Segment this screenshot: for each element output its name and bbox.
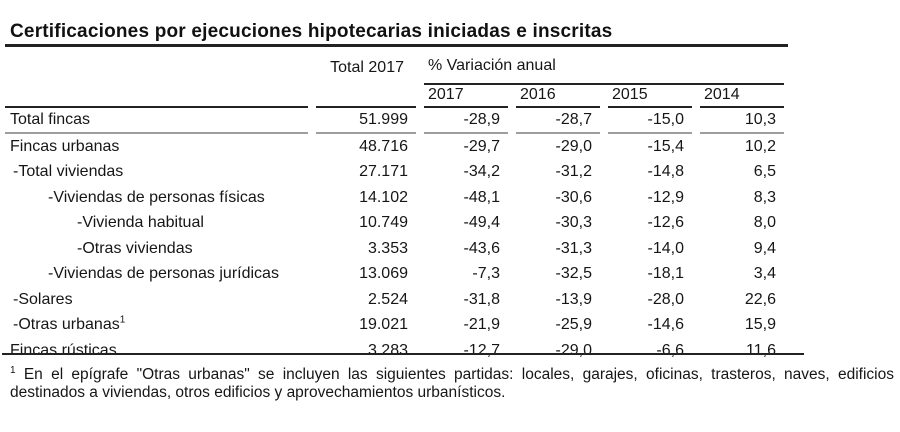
row-value: -12,7	[463, 341, 500, 359]
row-value: -21,9	[463, 316, 500, 334]
row-value: -31,2	[555, 163, 592, 181]
row-label: Fincas rústicas	[10, 341, 117, 359]
table-row-otras-urbanas: -Otras urbanas1 19.021 -21,9 -25,9 -14,6…	[5, 313, 784, 339]
page-title: Certificaciones por ejecuciones hipoteca…	[10, 21, 613, 42]
row-value: 6,5	[753, 163, 776, 181]
row-value: -43,6	[463, 239, 500, 257]
row-total: 2.524	[367, 290, 408, 308]
row-value: -12,6	[647, 214, 684, 232]
row-label: -Total viviendas	[13, 163, 124, 181]
row-total: 48.716	[359, 137, 408, 155]
row-value: -7,3	[472, 265, 500, 283]
row-value: -30,6	[555, 188, 592, 206]
row-value: -29,0	[555, 341, 592, 359]
row-total: 14.102	[359, 188, 408, 206]
table-row-otras-viviendas: -Otras viviendas 3.353 -43,6 -31,3 -14,0…	[5, 236, 784, 262]
header-row-groups: Total 2017 % Variación anual	[5, 51, 784, 85]
row-value: -13,9	[555, 290, 592, 308]
row-total: 51.999	[316, 108, 416, 134]
table-row-fincas-urbanas: Fincas urbanas 48.716 -29,7 -29,0 -15,4 …	[5, 134, 784, 160]
row-total: 13.069	[359, 265, 408, 283]
footnote: 1 En el epígrafe "Otras urbanas" se incl…	[10, 364, 894, 402]
row-value: -30,3	[555, 214, 592, 232]
header-row-years: 2017 2016 2015 2014	[5, 85, 784, 108]
column-header-year-2014: 2014	[700, 85, 784, 108]
table-row-total-fincas: Total fincas 51.999 -28,9 -28,7 -15,0 10…	[5, 108, 784, 134]
row-value: -14,6	[647, 316, 684, 334]
title-underline	[5, 44, 788, 47]
row-value: -34,2	[463, 163, 500, 181]
row-value: 9,4	[753, 239, 776, 257]
row-total: 3.283	[367, 341, 408, 359]
row-label: Fincas urbanas	[10, 137, 120, 155]
column-header-year-2017: 2017	[424, 85, 508, 108]
table-bottom-rule	[2, 353, 804, 355]
column-header-year-2015: 2015	[608, 85, 692, 108]
table-row-viviendas-personas-juridicas: -Viviendas de personas jurídicas 13.069 …	[5, 262, 784, 288]
foreclosure-certifications-table: Total 2017 % Variación anual 2017 2016 2…	[0, 51, 792, 364]
row-value: 10,2	[744, 137, 776, 155]
row-value: -14,0	[647, 239, 684, 257]
row-value: -28,0	[647, 290, 684, 308]
table-row-solares: -Solares 2.524 -31,8 -13,9 -28,0 22,6	[5, 287, 784, 313]
row-value: -25,9	[555, 316, 592, 334]
row-value: -15,4	[647, 137, 684, 155]
row-total: 3.353	[367, 239, 408, 257]
row-value: 3,4	[753, 265, 776, 283]
row-value: 8,0	[753, 214, 776, 232]
row-total: 19.021	[359, 316, 408, 334]
table-row-fincas-rusticas: Fincas rústicas 3.283 -12,7 -29,0 -6,6 1…	[5, 338, 784, 364]
row-value: -31,8	[463, 290, 500, 308]
table-row-total-viviendas: -Total viviendas 27.171 -34,2 -31,2 -14,…	[5, 160, 784, 186]
footnote-marker: 1	[10, 364, 16, 376]
row-value: -29,7	[463, 137, 500, 155]
row-label: -Solares	[13, 290, 73, 308]
row-value: -31,3	[555, 239, 592, 257]
row-value: -14,8	[647, 163, 684, 181]
footnote-text: En el epígrafe "Otras urbanas" se incluy…	[10, 366, 894, 401]
row-value: -49,4	[463, 214, 500, 232]
row-value: -28,7	[516, 108, 600, 134]
row-label: -Viviendas de personas jurídicas	[48, 265, 279, 283]
row-value: 15,9	[744, 316, 776, 334]
row-value: -6,6	[656, 341, 684, 359]
row-label: -Vivienda habitual	[77, 214, 204, 232]
row-value: -28,9	[424, 108, 508, 134]
row-value: 22,6	[744, 290, 776, 308]
column-header-year-2016: 2016	[516, 85, 600, 108]
row-value: -12,9	[647, 188, 684, 206]
row-label: Total fincas	[5, 108, 308, 134]
row-label-text: -Otras urbanas	[13, 316, 120, 334]
row-value: 8,3	[753, 188, 776, 206]
column-header-variation: % Variación anual	[424, 51, 784, 85]
row-label: -Otras viviendas	[77, 239, 193, 257]
row-total: 27.171	[359, 163, 408, 181]
row-label: -Viviendas de personas físicas	[48, 188, 265, 206]
row-value: -48,1	[463, 188, 500, 206]
row-value: -18,1	[647, 265, 684, 283]
column-header-total-2017: Total 2017	[330, 59, 404, 76]
row-value: -32,5	[555, 265, 592, 283]
row-value: 10,3	[700, 108, 784, 134]
row-value: -15,0	[608, 108, 692, 134]
row-label: -Otras urbanas1	[5, 313, 308, 339]
row-total: 10.749	[359, 214, 408, 232]
row-value: 11,6	[746, 341, 776, 359]
table-row-vivienda-habitual: -Vivienda habitual 10.749 -49,4 -30,3 -1…	[5, 211, 784, 237]
row-value: -29,0	[555, 137, 592, 155]
table-row-viviendas-personas-fisicas: -Viviendas de personas físicas 14.102 -4…	[5, 185, 784, 211]
footnote-reference: 1	[119, 314, 126, 326]
